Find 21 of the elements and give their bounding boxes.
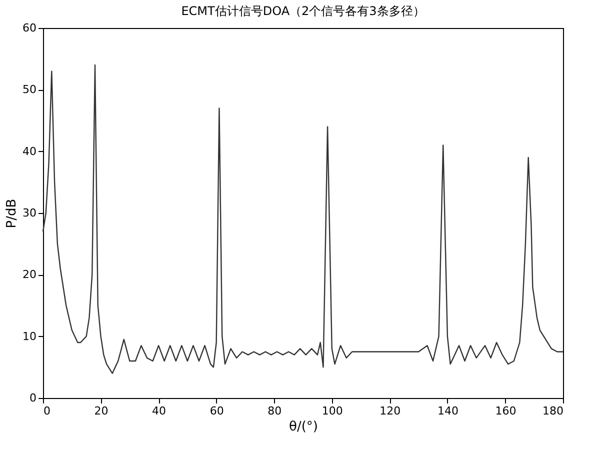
y-tick-label: 50 <box>22 83 36 96</box>
y-tick-label: 0 <box>30 392 36 404</box>
x-tick-label: 60 <box>210 404 224 418</box>
x-tick-label: 120 <box>380 404 401 418</box>
y-tick-label: 20 <box>22 268 36 282</box>
y-tick-label: 10 <box>22 330 36 343</box>
x-tick-label: 180 <box>542 404 564 418</box>
x-tick-label: 40 <box>152 404 166 418</box>
line-series <box>42 64 564 374</box>
x-tick-label: 160 <box>495 404 516 418</box>
x-tick-label: 100 <box>322 404 343 418</box>
y-tick-label: 30 <box>22 206 36 220</box>
y-tick-label: 60 <box>22 22 36 34</box>
x-tick-label: 80 <box>268 404 282 418</box>
y-axis-title: P/dB <box>4 198 20 228</box>
x-tick-label: 0 <box>44 404 50 418</box>
x-tick-label: 20 <box>94 404 108 418</box>
x-axis-title: θ/(°) <box>289 420 318 434</box>
y-tick-label: 40 <box>22 144 36 158</box>
chart-title: ECMT估计信号DOA（2个信号各有3条多径） <box>181 4 425 18</box>
x-tick-label: 140 <box>437 404 458 418</box>
